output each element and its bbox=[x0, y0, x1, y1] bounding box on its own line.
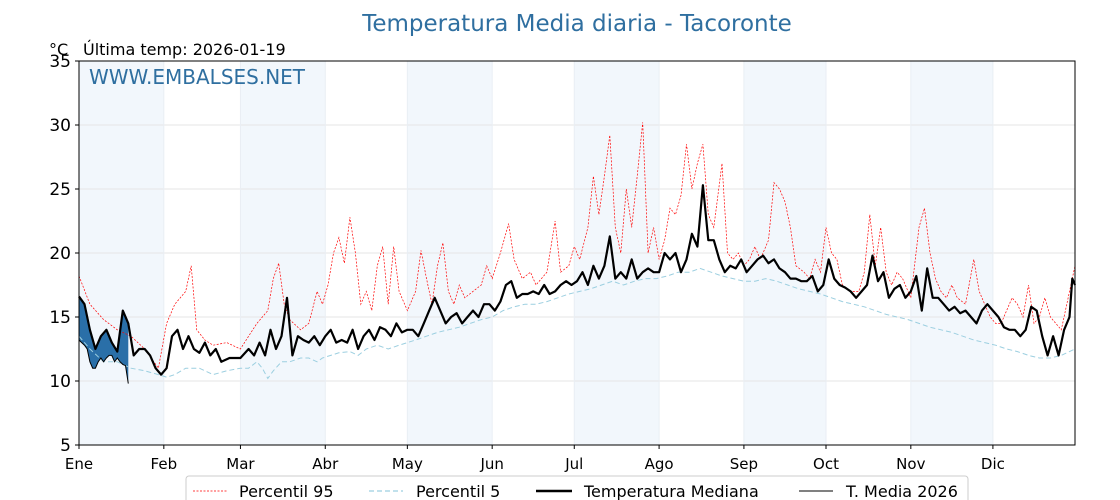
y-axis: 5 10 15 20 25 30 35 bbox=[49, 52, 79, 456]
x-tick-label-ene: Ene bbox=[65, 455, 93, 473]
x-tick-label-jun: Jun bbox=[479, 455, 503, 473]
legend-box bbox=[185, 475, 969, 500]
legend-label-percentil-5: Percentil 5 bbox=[416, 482, 500, 500]
last-temp-label: Última temp: 2026-01-19 bbox=[83, 40, 286, 59]
x-tick-label-jul: Jul bbox=[564, 455, 583, 473]
x-tick-label-abr: Abr bbox=[312, 455, 339, 473]
x-tick-label-sep: Sep bbox=[730, 455, 758, 473]
legend-label-percentil-95: Percentil 95 bbox=[239, 482, 334, 500]
line-t-media-2026 bbox=[78, 339, 129, 384]
y-tick-label-30: 30 bbox=[49, 116, 71, 136]
legend: Percentil 95 Percentil 5 Temperatura Med… bbox=[185, 475, 969, 500]
chart-title: Temperatura Media diaria - Tacoronte bbox=[361, 11, 792, 37]
unit-label: °C bbox=[49, 40, 68, 59]
x-axis: Ene Feb Mar Abr May Jun Jul Ago Sep Oct Nov Dic bbox=[65, 445, 1005, 473]
x-tick-label-oct: Oct bbox=[813, 455, 839, 473]
x-tick-label-may: May bbox=[392, 455, 423, 473]
y-tick-label-20: 20 bbox=[49, 244, 71, 264]
y-tick-label-5: 5 bbox=[60, 436, 71, 456]
line-percentil-95 bbox=[78, 122, 1076, 370]
line-percentil-5 bbox=[78, 267, 1076, 380]
watermark: WWW.EMBALSES.NET bbox=[89, 65, 306, 89]
x-tick-label-nov: Nov bbox=[896, 455, 925, 473]
line-temperatura-mediana bbox=[78, 184, 1077, 376]
x-tick-label-mar: Mar bbox=[226, 455, 255, 473]
y-tick-label-10: 10 bbox=[49, 372, 71, 392]
legend-label-temperatura-mediana: Temperatura Mediana bbox=[583, 482, 759, 500]
x-tick-label-feb: Feb bbox=[151, 455, 178, 473]
y-tick-label-15: 15 bbox=[49, 308, 71, 328]
area-below-median-2026 bbox=[79, 296, 129, 384]
series-group bbox=[78, 122, 1077, 384]
y-tick-label-35: 35 bbox=[49, 52, 71, 72]
x-tick-label-dic: Dic bbox=[981, 455, 1005, 473]
y-tick-label-25: 25 bbox=[49, 180, 71, 200]
x-tick-label-ago: Ago bbox=[645, 455, 674, 473]
legend-label-t-media-2026: T. Media 2026 bbox=[845, 482, 958, 500]
